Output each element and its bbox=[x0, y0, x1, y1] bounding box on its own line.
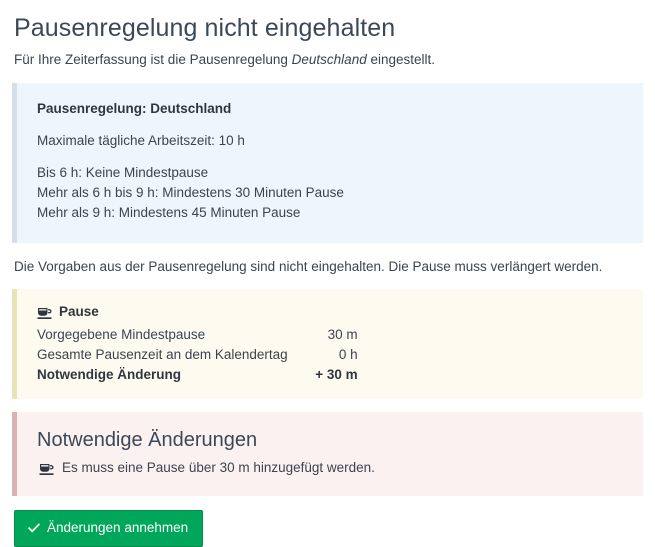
accept-changes-button[interactable]: Änderungen annehmen bbox=[14, 510, 204, 547]
row-label: Notwendige Änderung bbox=[37, 367, 181, 382]
subtitle-emphasis-country: Deutschland bbox=[291, 52, 367, 67]
required-changes-callout: Notwendige Änderungen Es muss eine Pause… bbox=[12, 412, 643, 496]
coffee-icon bbox=[39, 462, 54, 475]
coffee-icon bbox=[37, 306, 52, 319]
info-callout-heading: Pausenregelung: Deutschland bbox=[37, 101, 232, 116]
row-value: 30 m bbox=[327, 327, 358, 342]
required-changes-heading: Notwendige Änderungen bbox=[37, 429, 258, 451]
violation-note: Die Vorgaben aus der Pausenregelung sind… bbox=[14, 259, 603, 274]
break-summary-heading-row: Pause bbox=[37, 302, 625, 322]
row-label: Vorgegebene Mindestpause bbox=[37, 327, 206, 342]
required-change-text: Es muss eine Pause über 30 m hinzugefügt… bbox=[62, 460, 375, 475]
break-rule-violation-page: Pausenregelung nicht eingehalten Für Ihr… bbox=[12, 14, 643, 547]
info-rule-item: Bis 6 h: Keine Mindestpause bbox=[37, 165, 209, 180]
info-max-worktime: Maximale tägliche Arbeitszeit: 10 h bbox=[37, 133, 245, 148]
info-rules-list: Bis 6 h: Keine Mindestpause Mehr als 6 h… bbox=[37, 163, 625, 223]
page-title: Pausenregelung nicht eingehalten bbox=[14, 14, 396, 42]
info-rule-item: Mehr als 6 h bis 9 h: Mindestens 30 Minu… bbox=[37, 185, 344, 200]
page-subtitle: Für Ihre Zeiterfassung ist die Pausenreg… bbox=[12, 44, 643, 69]
row-value: + 30 m bbox=[315, 367, 358, 382]
subtitle-text-after: eingestellt. bbox=[366, 52, 436, 67]
table-row: Gesamte Pausenzeit an dem Kalendertag 0 … bbox=[37, 345, 358, 365]
row-label: Gesamte Pausenzeit an dem Kalendertag bbox=[37, 347, 288, 362]
subtitle-text-before: Für Ihre Zeiterfassung ist die Pausenreg… bbox=[14, 52, 292, 67]
info-rule-item: Mehr als 9 h: Mindestens 45 Minuten Paus… bbox=[37, 205, 301, 220]
required-change-item: Es muss eine Pause über 30 m hinzugefügt… bbox=[37, 458, 625, 478]
break-rule-info-callout: Pausenregelung: Deutschland Maximale täg… bbox=[12, 83, 643, 243]
break-summary-callout: Pause Vorgegebene Mindestpause 30 m Gesa… bbox=[12, 289, 643, 399]
row-value: 0 h bbox=[338, 347, 358, 362]
accept-changes-label: Änderungen annehmen bbox=[47, 520, 189, 535]
table-row: Notwendige Änderung + 30 m bbox=[37, 365, 358, 385]
break-summary-table: Vorgegebene Mindestpause 30 m Gesamte Pa… bbox=[37, 325, 358, 385]
table-row: Vorgegebene Mindestpause 30 m bbox=[37, 325, 358, 345]
check-icon bbox=[27, 522, 41, 534]
break-summary-heading-label: Pause bbox=[59, 304, 99, 319]
